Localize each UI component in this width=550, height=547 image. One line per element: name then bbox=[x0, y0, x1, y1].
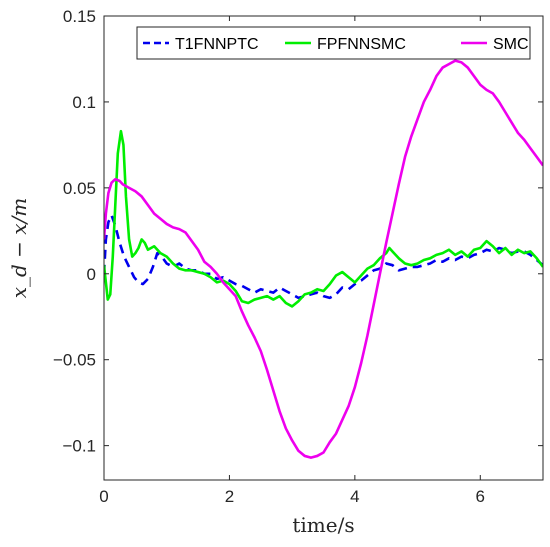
x-tick-label: 2 bbox=[225, 487, 234, 506]
legend[interactable]: T1FNNPTC FPFNNSMC SMC bbox=[136, 26, 531, 60]
y-tick-label: 0.1 bbox=[72, 93, 96, 112]
y-tick-label: 0.05 bbox=[63, 179, 96, 198]
y-tick-label: 0 bbox=[87, 265, 96, 284]
y-tick-label: −0.1 bbox=[62, 437, 96, 456]
x-tick-label: 4 bbox=[350, 487, 359, 506]
x-tick-label: 6 bbox=[476, 487, 485, 506]
y-axis-label: x_d − x/m bbox=[7, 198, 31, 299]
legend-label-t1fnnptc: T1FNNPTC bbox=[175, 36, 259, 53]
series-layer bbox=[104, 59, 543, 459]
legend-label-smc: SMC bbox=[493, 36, 529, 53]
legend-label-fpfnnsmc: FPFNNSMC bbox=[317, 36, 406, 53]
x-axis-label: time/s bbox=[292, 513, 354, 537]
series-line-smc bbox=[104, 59, 543, 459]
series-line-fpfnnsmc bbox=[104, 129, 543, 308]
x-tick-label: 0 bbox=[99, 487, 108, 506]
y-tick-label: 0.15 bbox=[63, 7, 96, 26]
y-tick-label: −0.05 bbox=[53, 351, 96, 370]
plot-frame bbox=[103, 15, 544, 481]
ticks-layer: 0 2 4 6 −0.1 −0.05 0 0.05 0.1 0.15 bbox=[53, 7, 543, 506]
